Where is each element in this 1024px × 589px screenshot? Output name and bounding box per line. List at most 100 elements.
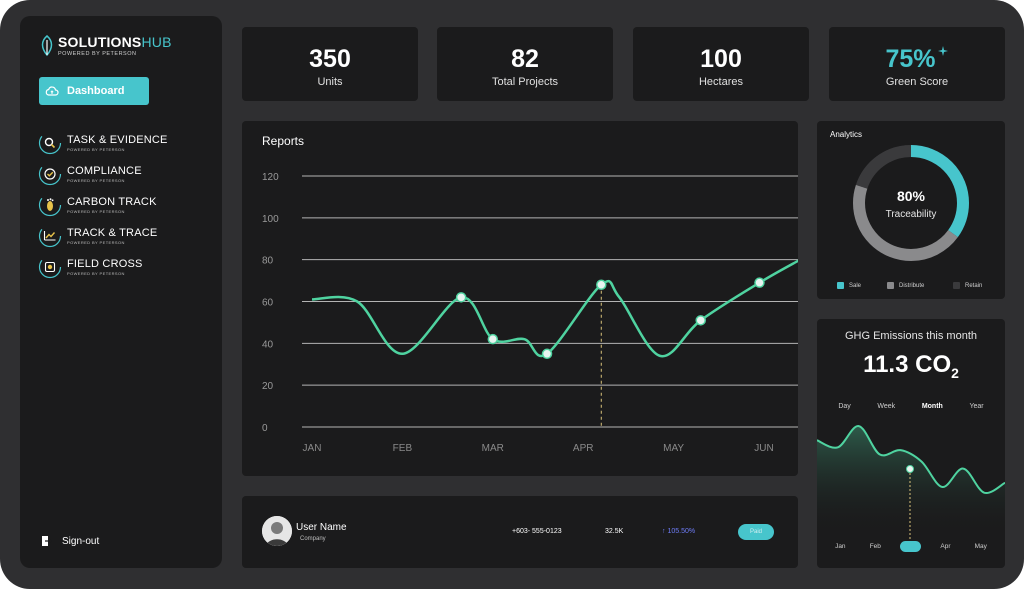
month-label: May [974, 543, 987, 550]
legend-swatch [887, 282, 894, 289]
nav-sublabel: POWERED BY PETERSON [67, 147, 125, 152]
brand-logo: SOLUTIONSHUB POWERED BY PETERSON [40, 34, 172, 57]
avatar [262, 516, 292, 546]
donut-label: Traceability [886, 209, 937, 220]
tab-week[interactable]: Week [877, 403, 896, 410]
tab-day[interactable]: Day [838, 403, 851, 410]
y-tick-label: 60 [262, 298, 274, 309]
sidebar-item-carbon-track[interactable]: CARBON TRACK POWERED BY PETERSON [38, 192, 218, 218]
tab-month[interactable]: Month [921, 403, 943, 410]
sidebar-item-track-trace[interactable]: TRACK & TRACE POWERED BY PETERSON [38, 223, 218, 249]
ghg-value: 11.3 CO2 [863, 351, 959, 381]
x-tick-label: MAR [482, 443, 504, 454]
signout-label: Sign-out [62, 535, 100, 547]
x-tick-label: APR [573, 443, 594, 454]
data-point [487, 333, 499, 345]
ghg-data-point [906, 465, 914, 473]
ghg-month-axis: Jan Feb Mar Apr May [817, 541, 1005, 552]
user-avatar-icon [262, 516, 292, 546]
data-point [695, 315, 706, 326]
y-tick-label: 100 [262, 214, 279, 225]
nav-sublabel: POWERED BY PETERSON [67, 178, 125, 183]
user-phone: +603- 555-0123 [512, 528, 562, 535]
data-point [455, 292, 467, 303]
leaf-logo-icon [41, 34, 53, 56]
traceability-donut-chart: 80% Traceability [853, 145, 969, 261]
signout-icon [42, 536, 52, 546]
analytics-title: Analytics [830, 130, 863, 139]
legend-item-distribute: Distribute [887, 282, 924, 289]
brand-title: SOLUTIONSHUB [58, 34, 172, 50]
stat-label: Units [317, 76, 343, 88]
legend-item-sale: Sale [837, 282, 861, 289]
x-tick-label: JAN [303, 443, 322, 454]
stat-card-units: 350 Units [242, 27, 418, 101]
user-company: Company [300, 536, 326, 542]
y-tick-label: 40 [262, 339, 274, 350]
donut-segment [853, 145, 969, 261]
user-name: User Name [296, 522, 347, 533]
nav-label: CARBON TRACK [67, 196, 157, 208]
check-icon [38, 162, 62, 186]
ghg-period-tabs: Day Week Month Year [817, 403, 1005, 410]
legend-swatch [837, 282, 844, 289]
trend-icon [38, 224, 62, 248]
nav-sublabel: POWERED BY PETERSON [67, 240, 125, 245]
y-tick-label: 120 [262, 172, 279, 183]
stat-value: 100 [700, 45, 742, 73]
stat-card-total-projects: 82 Total Projects [437, 27, 613, 101]
y-tick-label: 80 [262, 256, 274, 267]
stat-label: Green Score [885, 76, 949, 88]
legend-label: Distribute [899, 282, 925, 289]
nav-label: FIELD CROSS [67, 258, 143, 270]
ghg-area [817, 426, 1005, 534]
analytics-panel: Analytics 80% Traceability Sale Distribu… [817, 121, 1005, 299]
stat-value: 350 [309, 45, 351, 73]
user-row: User Name Company +603- 555-0123 32.5K ↑… [242, 496, 798, 568]
month-label: Jan [835, 543, 846, 550]
sparkle-icon [937, 46, 948, 56]
signout-button[interactable]: Sign-out [40, 534, 99, 548]
target-icon [38, 255, 62, 279]
sidebar-item-compliance[interactable]: COMPLIANCE POWERED BY PETERSON [38, 161, 218, 187]
legend-item-retain: Retain [953, 282, 982, 289]
sidebar-item-task-evidence[interactable]: TASK & EVIDENCE POWERED BY PETERSON [38, 130, 218, 156]
tab-year[interactable]: Year [969, 403, 984, 410]
stat-value: 75% [829, 45, 1005, 73]
stat-label: Total Projects [491, 76, 559, 88]
reports-line-chart: 120 100 80 60 40 20 0 JAN FEB MAR APR MAY JUN [262, 172, 798, 454]
ghg-line [817, 425, 1005, 494]
donut-segment [853, 145, 969, 261]
data-point [541, 348, 553, 360]
nav-label: COMPLIANCE [67, 165, 142, 177]
legend-label: Sale [849, 282, 862, 289]
reports-panel: Reports 120 100 80 60 40 20 0 JAN FEB MAR APR MAY JU… [242, 121, 798, 476]
stat-label: Hectares [698, 76, 744, 88]
nav-sublabel: POWERED BY PETERSON [67, 271, 125, 276]
user-count: 32.5K [605, 528, 624, 535]
ghg-area-chart [817, 425, 1005, 543]
dashboard-button[interactable]: Dashboard [39, 77, 149, 105]
stat-card-hectares: 100 Hectares [633, 27, 809, 101]
month-label: Feb [869, 543, 881, 550]
sidebar-item-field-cross[interactable]: FIELD CROSS POWERED BY PETERSON [38, 254, 218, 280]
stat-card-green-score: 75% Green Score [829, 27, 1005, 101]
x-tick-label: FEB [393, 443, 413, 454]
footprint-icon [38, 193, 62, 217]
user-growth: ↑ 105.50% [662, 528, 696, 535]
data-point [754, 277, 765, 288]
nav-sublabel: POWERED BY PETERSON [67, 209, 125, 214]
search-icon [38, 131, 62, 155]
stat-value: 82 [511, 45, 539, 73]
legend-label: Retain [965, 282, 983, 289]
reports-title: Reports [262, 134, 305, 148]
sidebar: SOLUTIONSHUB POWERED BY PETERSON Dashboa… [20, 16, 222, 568]
dashboard-label: Dashboard [67, 85, 125, 97]
month-label-active: Mar [900, 541, 922, 552]
nav-label: TASK & EVIDENCE [67, 134, 168, 146]
donut-percent: 80% [897, 188, 926, 204]
y-tick-label: 0 [262, 423, 268, 434]
ghg-panel: GHG Emissions this month 11.3 CO2 Day We… [817, 319, 1005, 568]
x-tick-label: JUN [754, 443, 773, 454]
paid-status-button[interactable]: Paid [738, 524, 774, 540]
